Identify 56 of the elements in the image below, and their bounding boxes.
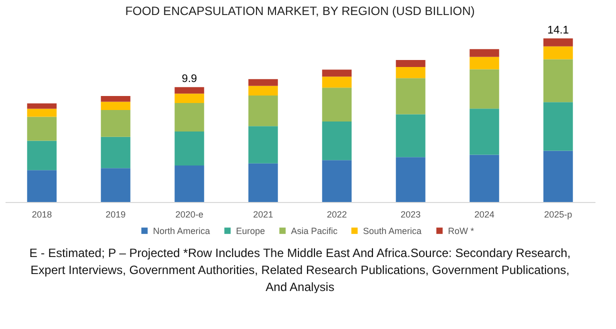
bar xyxy=(27,170,57,202)
bar xyxy=(174,166,204,202)
bar xyxy=(543,59,573,102)
x-tick-label: 2021 xyxy=(253,210,274,220)
legend-label: North America xyxy=(153,226,210,236)
bar xyxy=(322,76,352,88)
bar xyxy=(174,131,204,166)
x-tick-label: 2023 xyxy=(400,210,421,220)
bar xyxy=(100,136,130,168)
bar xyxy=(396,157,426,202)
bar xyxy=(470,56,500,70)
bar xyxy=(470,69,500,109)
legend-label: RoW * xyxy=(448,226,474,236)
bar xyxy=(470,49,500,57)
x-tick-label: 2018 xyxy=(32,210,52,220)
x-tick-label: 2020-e xyxy=(175,210,204,220)
bar xyxy=(543,46,573,60)
bar xyxy=(27,103,57,109)
x-tick-label: 2024 xyxy=(474,210,494,220)
bar xyxy=(248,86,278,96)
x-tick-label: 2025-p xyxy=(544,210,572,220)
x-tick-label: 2022 xyxy=(326,210,347,220)
bar xyxy=(543,150,573,202)
bar xyxy=(396,78,426,114)
bar xyxy=(174,87,204,94)
bar xyxy=(100,110,130,137)
bar xyxy=(470,108,500,155)
bar xyxy=(322,88,352,122)
bar xyxy=(543,38,573,46)
bar xyxy=(396,60,426,67)
annotation: 14.1 xyxy=(547,24,569,36)
bar xyxy=(27,140,57,170)
bar xyxy=(543,102,573,151)
bar xyxy=(27,116,57,141)
legend-label: Europe xyxy=(236,226,266,236)
chart-title: FOOD ENCAPSULATION MARKET, BY REGION (USD BILLION) xyxy=(125,4,475,18)
bar xyxy=(174,94,204,103)
bar xyxy=(100,102,130,110)
bar xyxy=(100,168,130,202)
bar xyxy=(248,79,278,86)
legend-label: Asia Pacific xyxy=(291,226,338,236)
annotation: 9.9 xyxy=(182,73,198,86)
bar xyxy=(396,114,426,158)
bar xyxy=(27,108,57,117)
bar xyxy=(322,121,352,160)
bar xyxy=(322,70,352,77)
bar xyxy=(100,96,130,102)
x-tick-label: 2019 xyxy=(106,210,126,220)
legend-label: South America xyxy=(363,226,422,236)
bar xyxy=(248,163,278,202)
bar xyxy=(396,67,426,78)
bar xyxy=(470,154,500,202)
bar xyxy=(248,126,278,164)
bar xyxy=(322,160,352,202)
bar xyxy=(248,95,278,126)
bar xyxy=(174,103,204,132)
